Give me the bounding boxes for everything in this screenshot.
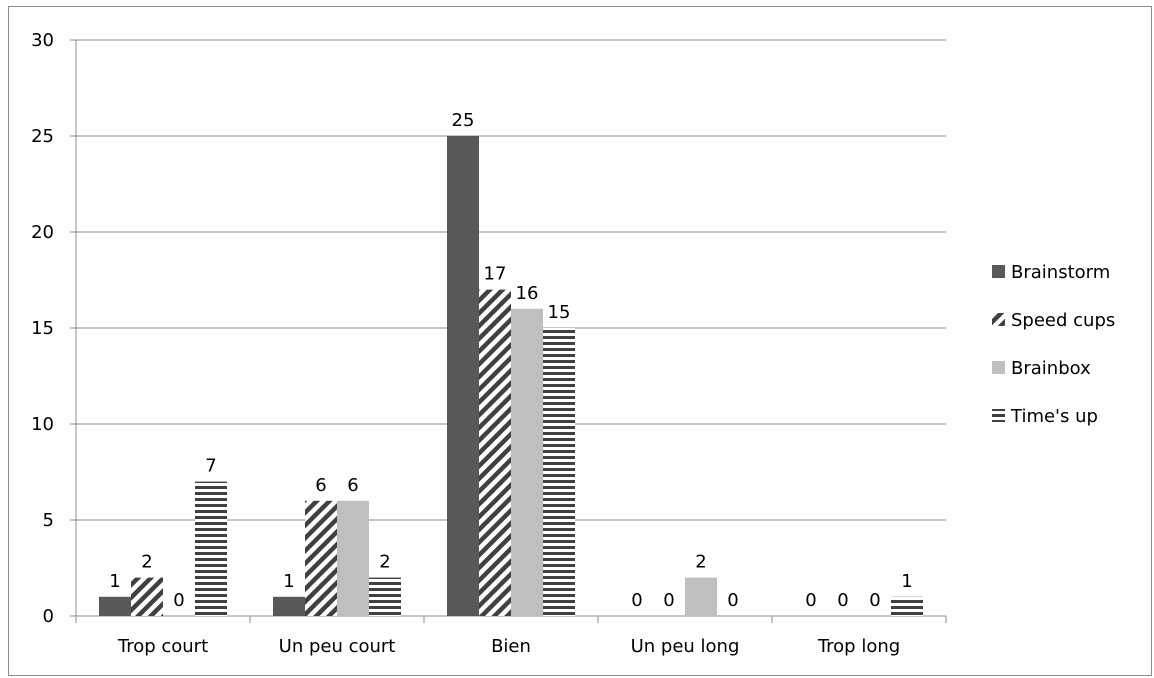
bar	[195, 481, 227, 616]
bar	[337, 500, 369, 616]
legend-label: Brainbox	[1011, 358, 1091, 379]
data-label: 0	[727, 590, 738, 611]
data-label: 2	[379, 552, 390, 573]
y-tick-label: 30	[31, 30, 54, 51]
bar	[479, 289, 511, 616]
y-tick-label: 5	[43, 510, 54, 531]
data-label: 7	[205, 456, 216, 477]
data-label: 0	[869, 590, 880, 611]
y-tick-label: 25	[31, 126, 54, 147]
bar	[273, 596, 305, 616]
data-label: 0	[837, 590, 848, 611]
data-label: 6	[315, 475, 326, 496]
data-label: 2	[695, 552, 706, 573]
legend-label: Speed cups	[1011, 310, 1115, 331]
legend-swatch	[992, 409, 1005, 422]
legend-swatch	[992, 265, 1005, 278]
data-label: 0	[805, 590, 816, 611]
data-label: 16	[516, 283, 539, 304]
bar	[685, 577, 717, 616]
bar	[305, 500, 337, 616]
data-label: 0	[173, 590, 184, 611]
legend-swatch	[992, 361, 1005, 374]
data-label: 0	[631, 590, 642, 611]
bar	[511, 308, 543, 616]
bar	[891, 596, 923, 616]
legend-swatch	[992, 313, 1005, 326]
bar	[99, 596, 131, 616]
x-tick-label: Trop court	[117, 636, 208, 657]
data-label: 1	[109, 571, 120, 592]
bar	[447, 136, 479, 616]
bar	[543, 328, 575, 616]
x-tick-label: Un peu court	[279, 636, 396, 657]
data-label: 17	[484, 264, 507, 285]
y-tick-label: 15	[31, 318, 54, 339]
y-tick-label: 20	[31, 222, 54, 243]
legend: Brainstorm Speed cups Brainbox Time's up	[992, 262, 1115, 427]
data-label: 6	[347, 475, 358, 496]
data-label: 1	[283, 571, 294, 592]
data-label: 2	[141, 552, 152, 573]
bar	[369, 577, 401, 616]
legend-label: Brainstorm	[1011, 262, 1110, 283]
data-label: 15	[548, 302, 571, 323]
x-tick-label: Bien	[491, 636, 531, 657]
data-label: 25	[452, 110, 475, 131]
x-tick-label: Un peu long	[631, 636, 740, 657]
y-tick-label: 0	[43, 606, 54, 627]
legend-label: Time's up	[1010, 406, 1098, 427]
bar	[131, 577, 163, 616]
bars	[99, 136, 923, 616]
y-tick-label: 10	[31, 414, 54, 435]
x-tick-label: Trop long	[817, 636, 900, 657]
data-label: 0	[663, 590, 674, 611]
data-label: 1	[901, 571, 912, 592]
